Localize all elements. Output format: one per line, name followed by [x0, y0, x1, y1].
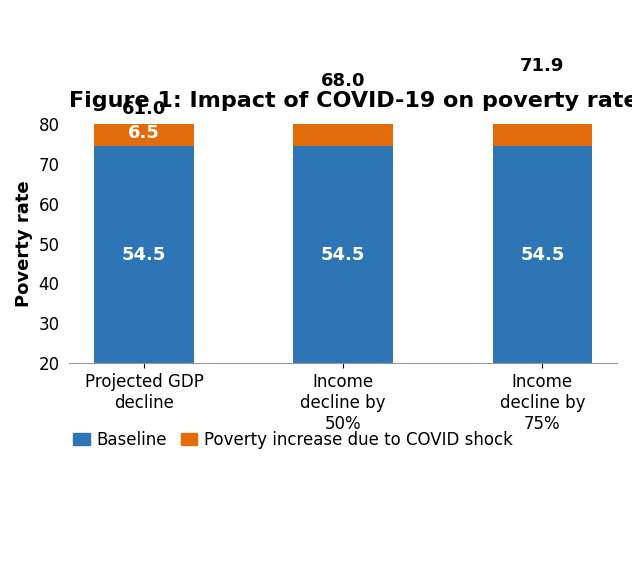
Bar [94, 146, 194, 363]
Text: 68.0: 68.0 [321, 72, 365, 90]
Bar [492, 77, 592, 146]
Bar [492, 146, 592, 363]
Text: 17.4: 17.4 [520, 102, 564, 120]
Text: 71.9: 71.9 [520, 57, 564, 74]
Text: 54.5: 54.5 [520, 245, 564, 264]
Legend: Baseline, Poverty increase due to COVID shock: Baseline, Poverty increase due to COVID … [67, 424, 520, 455]
Text: 6.5: 6.5 [128, 124, 160, 142]
Text: 13.6: 13.6 [321, 110, 365, 128]
Bar [293, 146, 393, 363]
Text: 54.5: 54.5 [321, 245, 365, 264]
Bar [293, 92, 393, 146]
Y-axis label: Poverty rate: Poverty rate [15, 180, 33, 307]
Text: 61.0: 61.0 [122, 100, 166, 118]
Text: 54.5: 54.5 [122, 245, 166, 264]
Title: Figure 1: Impact of COVID-19 on poverty rate: Figure 1: Impact of COVID-19 on poverty … [70, 92, 632, 112]
Bar [94, 120, 194, 146]
